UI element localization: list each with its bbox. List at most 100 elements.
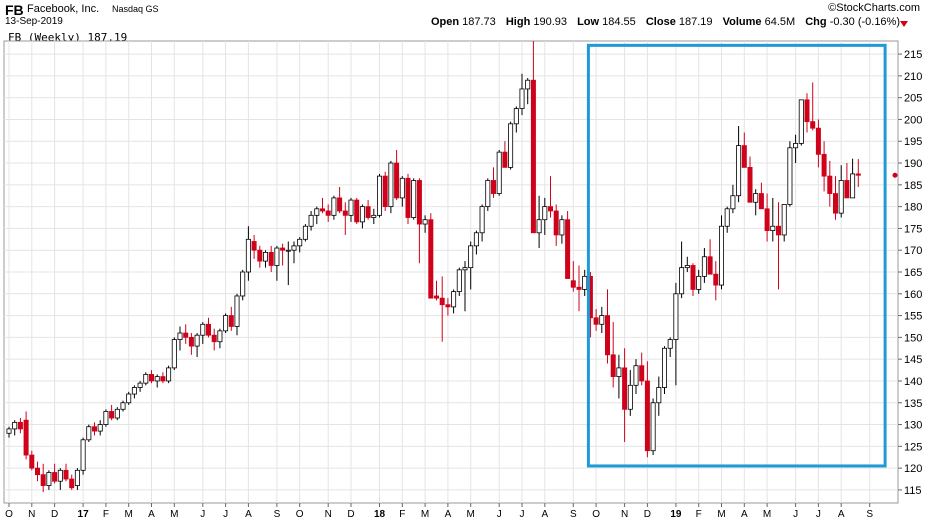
high-label: High — [505, 16, 531, 28]
candle-body — [810, 121, 816, 129]
candle-body — [468, 245, 474, 269]
candle-body — [758, 193, 764, 210]
x-tick-label: A — [541, 509, 548, 520]
candle-body — [205, 323, 211, 336]
candle-body — [719, 225, 725, 286]
x-tick-label: O — [296, 509, 304, 520]
candle-body — [354, 199, 360, 223]
candle-body — [656, 387, 662, 404]
candle-body — [753, 193, 759, 203]
ticker-symbol: FB — [5, 2, 24, 18]
candle-body — [650, 402, 656, 452]
y-tick-label: 210 — [904, 71, 922, 83]
candle-body — [331, 197, 337, 216]
x-tick-label: M — [763, 509, 771, 520]
x-tick-label: J — [520, 509, 525, 520]
candle-body — [188, 336, 194, 347]
candle-body — [365, 206, 371, 218]
candle-body — [371, 214, 377, 218]
candle-body — [342, 210, 348, 216]
highlight-box — [586, 43, 887, 468]
candle-body — [319, 208, 325, 212]
y-tick-label: 120 — [904, 463, 922, 475]
y-tick-label: 155 — [904, 311, 922, 323]
volume-label: Volume — [722, 16, 762, 28]
candle-body — [388, 162, 394, 208]
x-tick-label: N — [621, 509, 628, 520]
candle-body — [707, 256, 713, 275]
candle-body — [690, 265, 696, 290]
candle-body — [684, 265, 690, 269]
candle-body — [559, 219, 565, 236]
x-tick-label: N — [325, 509, 332, 520]
open-label: Open — [430, 16, 460, 28]
candle-body — [673, 293, 679, 340]
candle-body — [833, 193, 839, 214]
y-tick-label: 125 — [904, 441, 922, 453]
candle-body — [40, 474, 46, 486]
candle-body — [576, 286, 582, 290]
candle-body — [6, 428, 12, 434]
candle-body — [137, 382, 143, 388]
candle-body — [268, 251, 274, 266]
candle-body — [548, 206, 554, 212]
y-tick-label: 140 — [904, 376, 922, 388]
candle-body — [422, 219, 428, 225]
candle-body — [593, 317, 599, 325]
candle-body — [97, 424, 103, 432]
candle-body — [46, 472, 52, 486]
candle-body — [280, 247, 286, 251]
x-tick-label: J — [816, 509, 821, 520]
candle-body — [479, 206, 485, 234]
y-tick-label: 215 — [904, 49, 922, 61]
candle-body — [302, 225, 308, 240]
y-tick-label: 175 — [904, 223, 922, 235]
candle-body — [462, 267, 468, 271]
candle-body — [359, 206, 365, 223]
candle-body — [57, 469, 63, 482]
candle-body — [502, 151, 508, 168]
candle-body — [798, 99, 804, 144]
candle-body — [776, 225, 782, 236]
x-tick-label: D — [347, 509, 354, 520]
x-tick-label: O — [5, 509, 13, 520]
candle-body — [473, 232, 479, 247]
candle-body — [599, 315, 605, 325]
x-tick-label: O — [592, 509, 600, 520]
candle-body — [382, 175, 388, 208]
y-tick-label: 205 — [904, 93, 922, 105]
candle-body — [570, 280, 576, 288]
change-value: -0.30 (-0.16%) — [829, 16, 900, 28]
candle-body — [456, 269, 462, 293]
candle-body — [815, 127, 821, 155]
x-tick-label: J — [223, 509, 228, 520]
x-tick-label: A — [445, 509, 452, 520]
candle-body — [525, 79, 531, 90]
candle-body — [183, 332, 189, 338]
candle-body — [234, 295, 240, 327]
candle-body — [610, 354, 616, 378]
candle-body — [644, 380, 650, 452]
company-name: Facebook, Inc. — [27, 3, 100, 15]
candle-body — [12, 421, 18, 430]
candle-body — [513, 108, 519, 125]
y-tick-label: 180 — [904, 202, 922, 214]
candle-body — [297, 238, 303, 247]
candle-body — [582, 275, 588, 290]
candle-body — [633, 365, 639, 386]
candle-body — [251, 241, 257, 251]
candle-body — [639, 365, 645, 382]
candle-body — [262, 251, 268, 262]
candle-body — [485, 180, 491, 208]
candle-body — [787, 147, 793, 205]
candle-body — [536, 219, 542, 234]
candle-body — [394, 162, 400, 199]
candle-body — [508, 123, 514, 168]
candle-body — [827, 175, 833, 194]
candle-body — [23, 419, 29, 456]
volume-value: 64.5M — [764, 16, 796, 28]
candle-body — [348, 199, 354, 216]
candle-body — [109, 411, 115, 419]
candle-body — [35, 467, 41, 476]
y-tick-label: 195 — [904, 136, 922, 148]
